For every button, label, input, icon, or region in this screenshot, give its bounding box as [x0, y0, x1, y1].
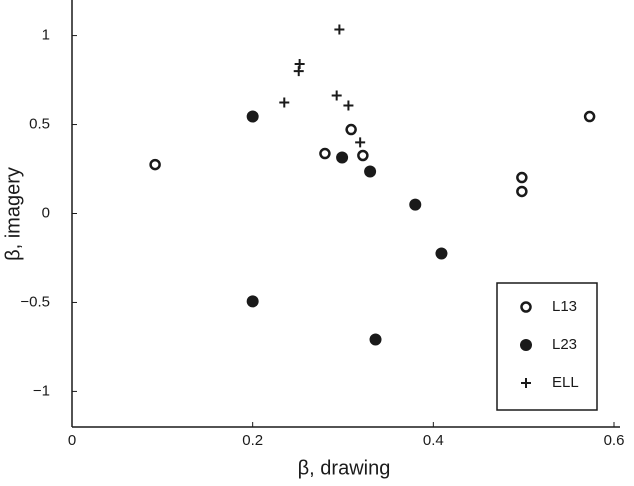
point	[279, 97, 290, 108]
point	[293, 66, 304, 77]
point	[319, 147, 331, 160]
legend-label: L23	[552, 336, 577, 353]
point	[334, 24, 345, 35]
point	[336, 151, 349, 164]
x-tick-label: 0.4	[423, 432, 444, 449]
legend-box	[496, 282, 598, 411]
x-axis-title: β, drawing	[298, 457, 391, 479]
y-tick-label: 1	[42, 27, 50, 44]
point	[357, 149, 369, 162]
point	[516, 185, 528, 198]
point	[246, 295, 259, 308]
y-tick-label: 0.5	[29, 116, 50, 133]
y-tick-label: −1	[33, 382, 50, 399]
legend-label: L13	[552, 298, 577, 315]
legend-marker	[520, 339, 532, 351]
point	[369, 333, 382, 346]
y-tick-label: −0.5	[20, 293, 50, 310]
legend-marker	[521, 378, 531, 388]
y-tick-label: 0	[42, 204, 50, 221]
point	[345, 123, 357, 136]
x-tick-label: 0.6	[604, 432, 625, 449]
legend-label: ELL	[552, 374, 579, 391]
point	[364, 165, 377, 178]
point	[583, 110, 596, 123]
point	[149, 158, 161, 171]
y-axis-title: β, imagery	[2, 167, 24, 261]
x-tick-label: 0.2	[242, 432, 263, 449]
point	[331, 90, 342, 101]
point	[435, 247, 448, 260]
point	[343, 100, 354, 111]
x-tick-label: 0	[68, 432, 76, 449]
legend-marker	[520, 301, 532, 313]
point	[409, 198, 422, 211]
point	[246, 110, 259, 123]
point	[355, 137, 366, 148]
point	[516, 171, 528, 184]
